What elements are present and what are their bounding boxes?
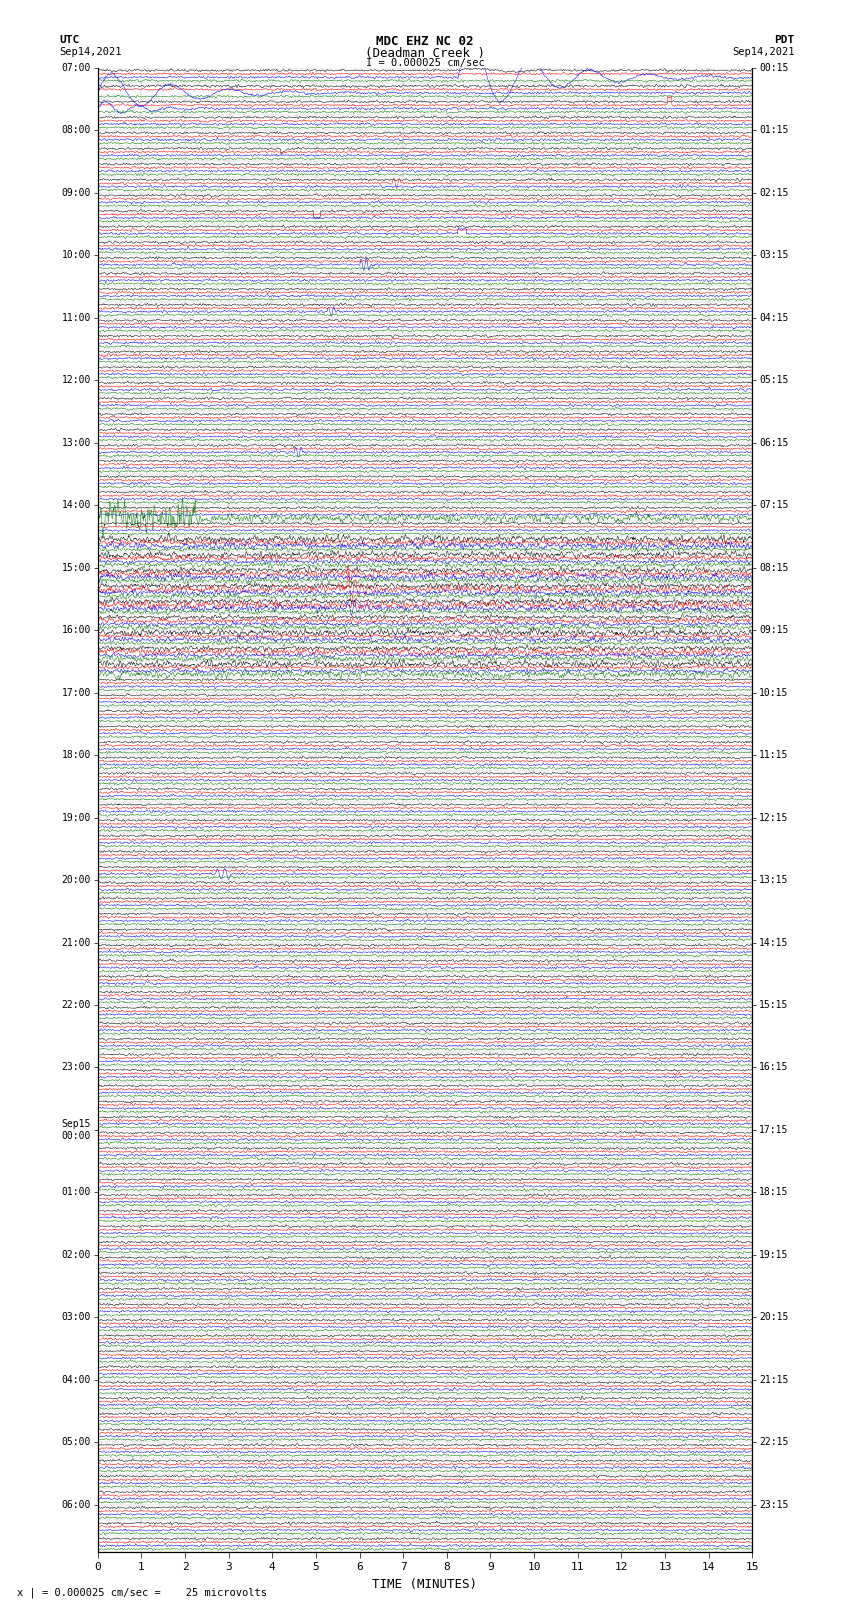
Text: UTC: UTC bbox=[60, 35, 80, 45]
Text: I = 0.000025 cm/sec: I = 0.000025 cm/sec bbox=[366, 58, 484, 68]
X-axis label: TIME (MINUTES): TIME (MINUTES) bbox=[372, 1578, 478, 1590]
Text: (Deadman Creek ): (Deadman Creek ) bbox=[365, 47, 485, 60]
Text: x | = 0.000025 cm/sec =    25 microvolts: x | = 0.000025 cm/sec = 25 microvolts bbox=[17, 1587, 267, 1598]
Text: Sep14,2021: Sep14,2021 bbox=[60, 47, 122, 56]
Text: MDC EHZ NC 02: MDC EHZ NC 02 bbox=[377, 35, 473, 48]
Text: PDT: PDT bbox=[774, 35, 795, 45]
Text: Sep14,2021: Sep14,2021 bbox=[732, 47, 795, 56]
